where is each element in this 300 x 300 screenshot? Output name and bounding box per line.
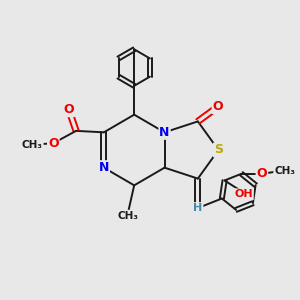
Text: N: N — [99, 161, 109, 174]
Text: O: O — [256, 167, 267, 180]
Text: CH₃: CH₃ — [22, 140, 43, 150]
Text: O: O — [48, 137, 58, 150]
Text: OH: OH — [234, 189, 253, 199]
Text: H: H — [193, 203, 203, 213]
Text: CH₃: CH₃ — [118, 211, 139, 221]
Text: S: S — [214, 143, 223, 157]
Text: O: O — [64, 103, 74, 116]
Text: O: O — [213, 100, 223, 113]
Text: CH₃: CH₃ — [274, 166, 295, 176]
Text: N: N — [159, 126, 170, 139]
